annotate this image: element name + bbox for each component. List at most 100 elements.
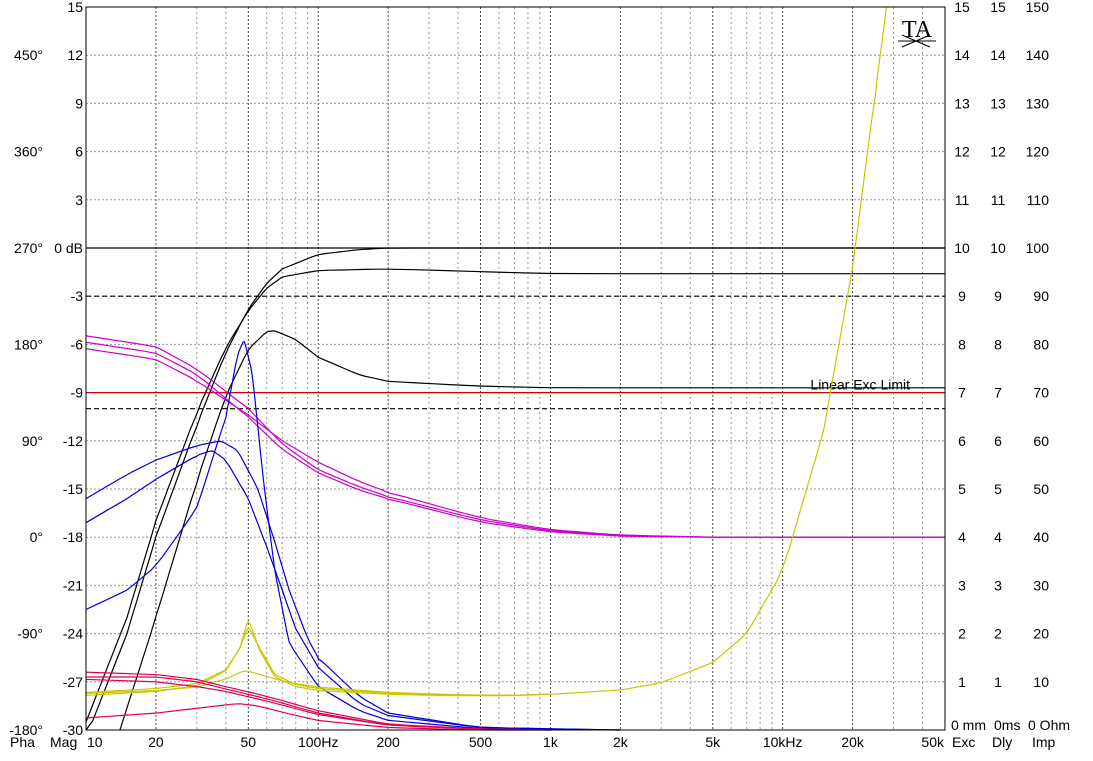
exc-tick-label: 7 [958,385,966,401]
phase-tick-label: 450° [14,47,43,63]
mag-tick-label: -27 [63,674,83,690]
exc-tick-label: 6 [958,433,966,449]
mag-tick-label: -24 [63,626,83,642]
imp-tick-label: 80 [1033,336,1049,352]
x-tick-label: 10 [87,734,103,750]
delay-curve [85,340,621,731]
imp-tick-label: 50 [1033,481,1049,497]
mag-tick-label: -21 [63,577,83,593]
x-tick-label: 50k [921,734,945,750]
mag-tick-label: 12 [67,47,83,63]
x-tick-label: 20 [148,734,164,750]
dly-tick-label: 7 [994,385,1002,401]
imp-tick-label: 40 [1033,529,1049,545]
magnitude-curve [85,247,945,731]
phase-tick-label: 270° [14,240,43,256]
mag-tick-label: 9 [75,95,83,111]
dly-tick-label: 6 [994,433,1002,449]
exc-tick-label: 2 [958,626,966,642]
dly-tick-label: 14 [990,47,1006,63]
exc-tick-label: 8 [958,336,966,352]
exc-tick-label: 11 [955,192,970,208]
dly-axis-label: Dly [992,734,1012,750]
mag-tick-label: -12 [63,433,83,449]
exc-tick-label: 10 [954,240,970,256]
phase-axis-label: Pha [10,734,35,750]
magnitude-curve [85,268,945,723]
grid [85,6,946,731]
dly-tick-label: 12 [990,144,1006,160]
imp-unit-label: 0 Ohm [1028,717,1070,733]
imp-tick-label: 150 [1026,0,1050,15]
dly-tick-label: 11 [991,192,1006,208]
dly-tick-label: 4 [994,529,1002,545]
dly-tick-label: 10 [990,240,1006,256]
imp-tick-label: 110 [1027,192,1050,208]
imp-axis-label: Imp [1032,734,1056,750]
exc-axis-label: Exc [952,734,975,750]
excursion-curve [85,703,551,731]
exc-tick-label: 3 [958,577,966,593]
phase-curve [85,348,945,538]
delay-curve [85,450,621,731]
delay-curve [85,440,621,731]
exc-tick-label: 5 [958,481,966,497]
magnitude-curve [119,330,945,731]
phase-tick-label: -90° [17,626,43,642]
dly-tick-label: 13 [990,95,1006,111]
x-tick-label: 50 [241,734,257,750]
impedance-curve [85,6,888,697]
phase-curve [85,335,945,538]
dly-unit-label: 0ms [994,717,1020,733]
x-tick-label: 20k [841,734,865,750]
exc-tick-label: 15 [954,0,970,15]
x-tick-label: 1k [543,734,559,750]
exc-tick-label: 14 [954,47,970,63]
x-tick-label: 500 [469,734,493,750]
imp-tick-label: 20 [1033,626,1049,642]
exc-tick-label: 12 [954,144,970,160]
excursion-curve [85,678,551,731]
imp-tick-label: 100 [1026,240,1050,256]
imp-tick-label: 60 [1033,433,1049,449]
imp-tick-label: 90 [1033,288,1049,304]
mag-tick-label: 3 [75,192,83,208]
mag-axis-label: Mag [50,734,77,750]
phase-tick-label: 0° [30,529,43,545]
dly-tick-label: 5 [994,481,1002,497]
x-tick-label: 5k [705,734,721,750]
dly-tick-label: 9 [994,288,1002,304]
exc-tick-label: 13 [954,95,970,111]
dly-tick-label: 2 [994,626,1002,642]
mag-tick-label: -30 [63,722,83,738]
exc-tick-label: 4 [958,529,966,545]
phase-tick-label: 90° [22,433,43,449]
mag-tick-label: 6 [75,144,83,160]
plot-frame [85,6,946,731]
ta-logo: TA [898,17,936,48]
imp-tick-label: 120 [1026,144,1050,160]
logo-text: TA [902,17,933,43]
mag-tick-label: -3 [71,288,84,304]
mag-tick-label: -9 [71,385,84,401]
mag-tick-label: 15 [67,0,83,15]
phase-tick-label: 180° [14,336,43,352]
curves [85,6,945,731]
imp-tick-label: 130 [1026,95,1050,111]
exc-unit-label: 0 mm [951,717,986,733]
mag-tick-label: 0 dB [54,240,83,256]
dly-tick-label: 15 [990,0,1006,15]
dly-tick-label: 3 [994,577,1002,593]
x-tick-label: 2k [613,734,629,750]
phase-tick-label: -180° [9,722,43,738]
imp-tick-label: 10 [1033,674,1049,690]
impedance-curve [85,670,551,696]
exc-tick-label: 9 [958,288,966,304]
imp-tick-label: 30 [1033,577,1049,593]
dly-tick-label: 8 [994,336,1002,352]
dly-tick-label: 1 [994,674,1002,690]
mag-tick-label: -6 [71,336,84,352]
mag-tick-label: -15 [63,481,83,497]
